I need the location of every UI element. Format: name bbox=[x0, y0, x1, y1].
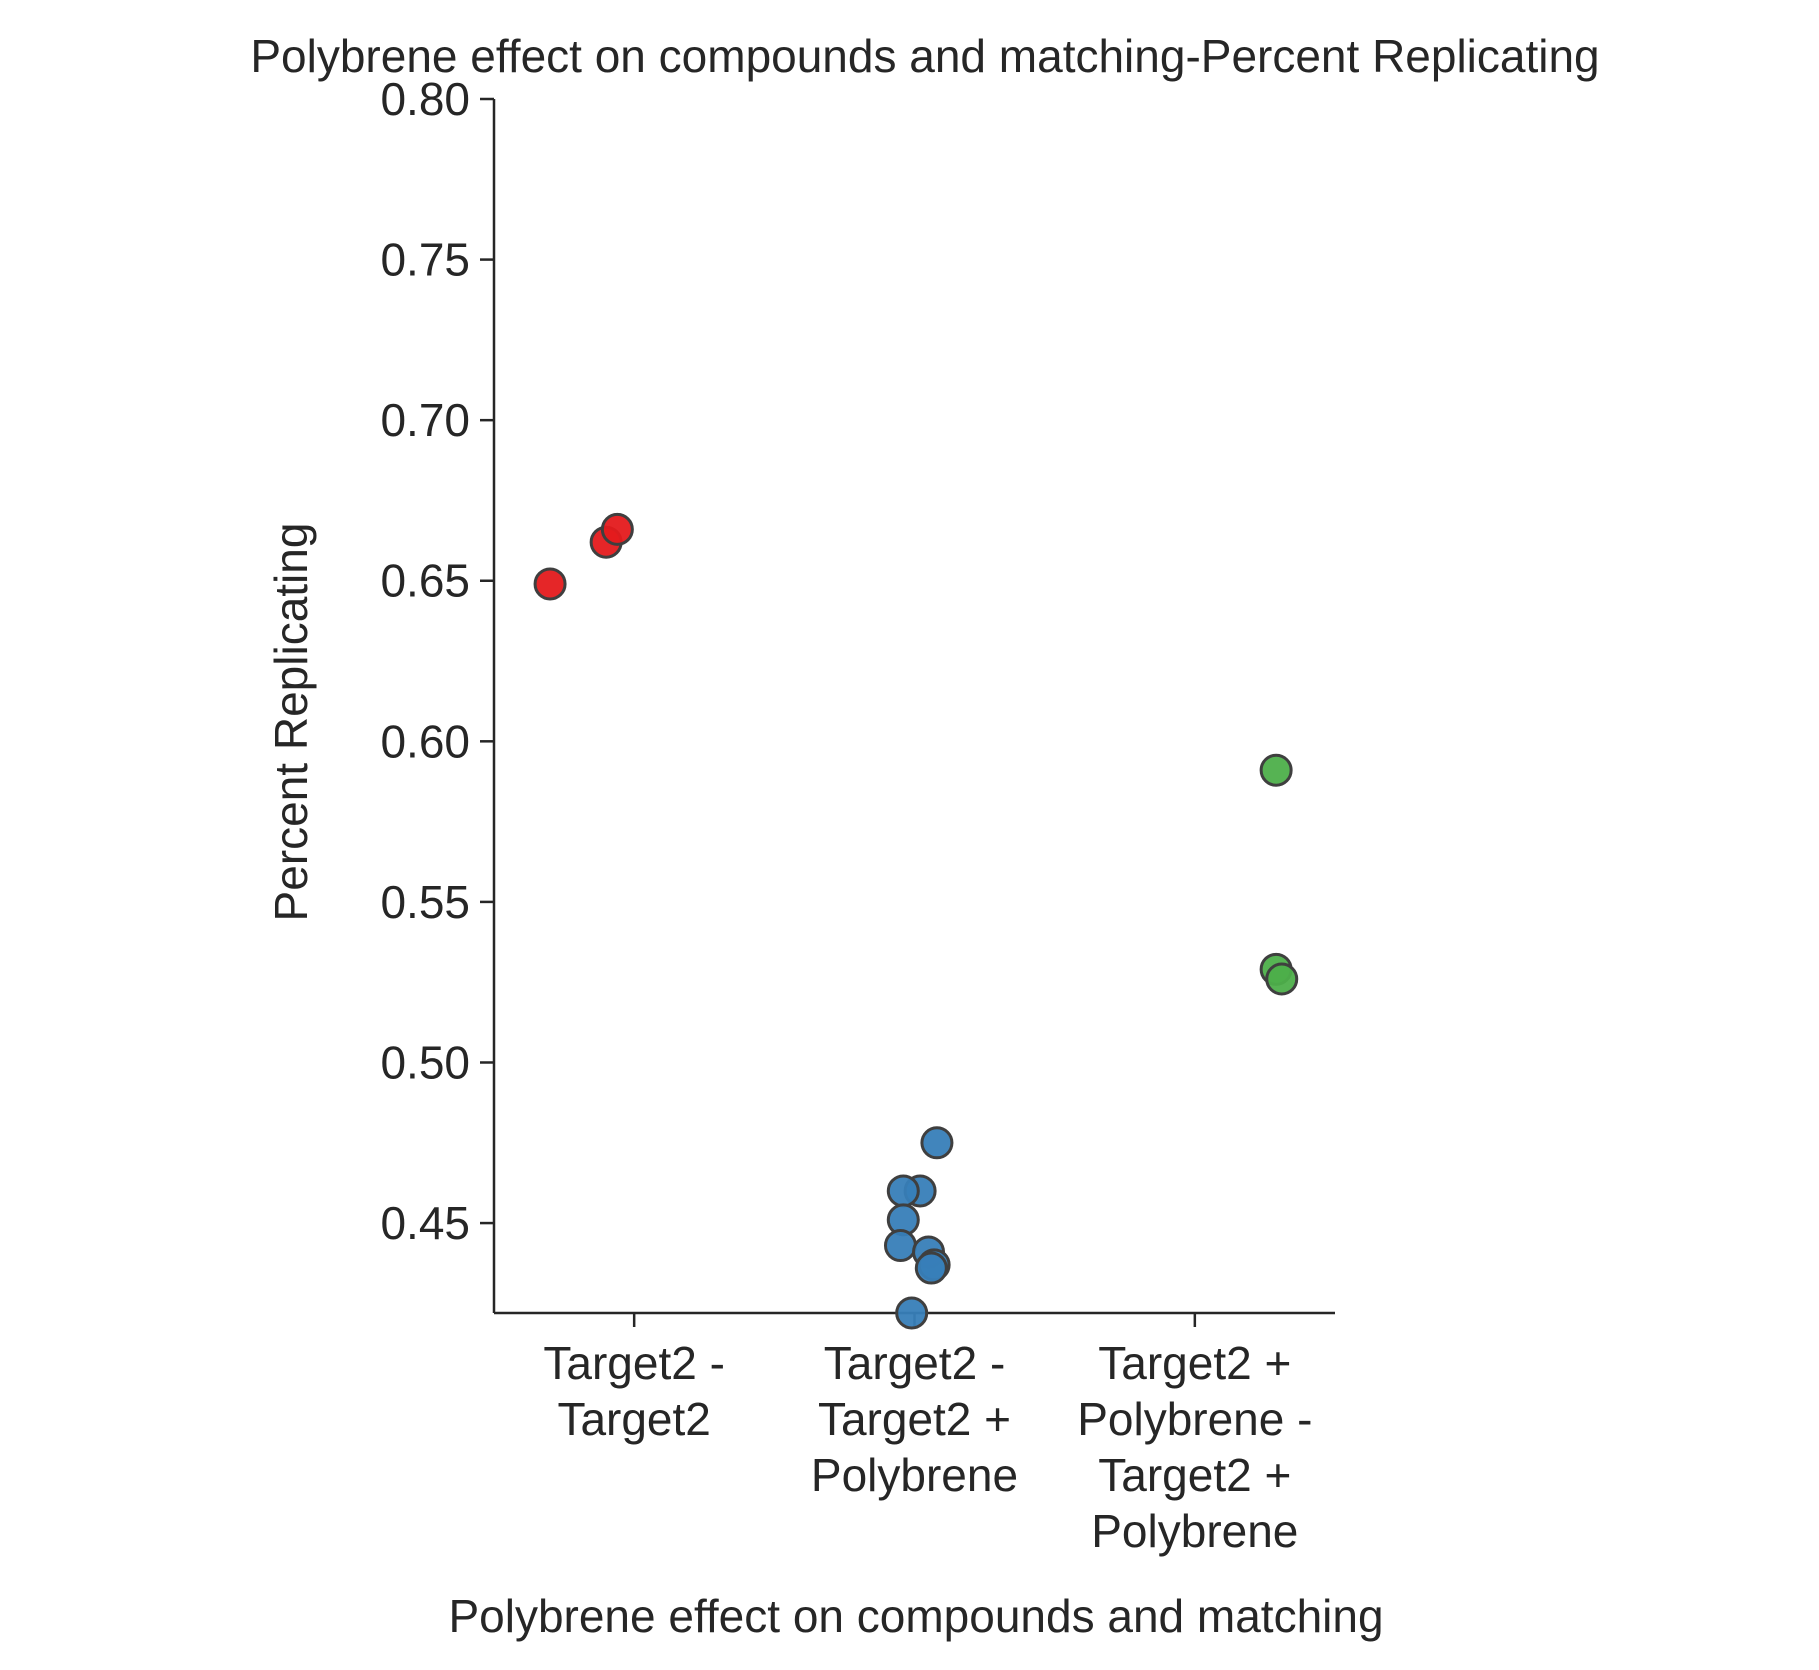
x-tick-label-line: Target2 + bbox=[1098, 1449, 1291, 1501]
y-tick-label: 0.80 bbox=[380, 73, 470, 125]
data-point bbox=[914, 1251, 948, 1285]
x-tick-label-line: Polybrene bbox=[811, 1449, 1018, 1501]
data-point bbox=[533, 567, 567, 601]
y-tick-label: 0.60 bbox=[380, 715, 470, 767]
data-point bbox=[886, 1174, 920, 1208]
x-tick-label-line: Target2 + bbox=[1098, 1337, 1291, 1389]
x-tick-label: Target2 -Target2 bbox=[543, 1337, 725, 1445]
x-tick-label-line: Target2 bbox=[557, 1393, 710, 1445]
y-axis-label: Percent Replicating bbox=[265, 523, 317, 922]
data-point bbox=[895, 1296, 929, 1330]
data-point bbox=[883, 1229, 917, 1263]
data-point bbox=[1259, 753, 1293, 787]
y-axis: 0.45 0.50 0.55 0.60 0.65 0.70 0.75 0.80 bbox=[380, 73, 496, 1313]
x-tick-label-line: Target2 - bbox=[543, 1337, 725, 1389]
data-point bbox=[600, 512, 634, 546]
y-tick-label: 0.70 bbox=[380, 394, 470, 446]
x-tick-label-line: Target2 + bbox=[818, 1393, 1011, 1445]
x-tick-label-line: Target2 - bbox=[824, 1337, 1006, 1389]
data-point bbox=[1265, 962, 1299, 996]
y-tick-label: 0.45 bbox=[380, 1197, 470, 1249]
y-tick-label: 0.65 bbox=[380, 555, 470, 607]
x-tick-label: Target2 -Target2 + Polybrene bbox=[811, 1337, 1018, 1501]
x-tick-label: Target2 + Polybrene -Target2 + Polybrene bbox=[1077, 1337, 1312, 1557]
x-tick-label-line: Polybrene bbox=[1091, 1505, 1298, 1557]
y-tick-label: 0.50 bbox=[380, 1036, 470, 1088]
x-axis-label: Polybrene effect on compounds and matchi… bbox=[448, 1590, 1383, 1642]
x-tick-label-line: Polybrene - bbox=[1077, 1393, 1312, 1445]
chart-title: Polybrene effect on compounds and matchi… bbox=[250, 30, 1599, 82]
y-tick-label: 0.75 bbox=[380, 234, 470, 286]
y-tick-label: 0.55 bbox=[380, 876, 470, 928]
data-points bbox=[533, 512, 1299, 1330]
data-point bbox=[920, 1126, 954, 1160]
